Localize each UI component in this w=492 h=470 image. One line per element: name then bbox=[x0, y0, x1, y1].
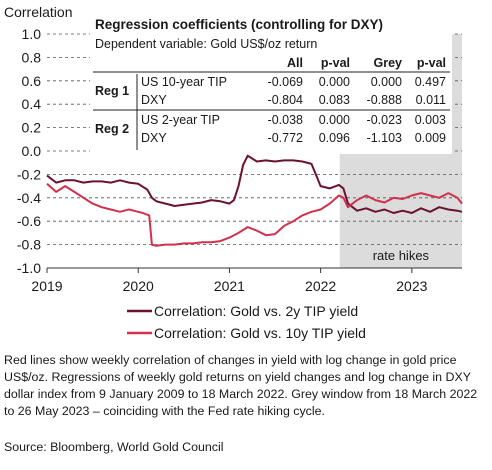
table-group-label: Reg 2 bbox=[95, 122, 129, 136]
table-title: Regression coefficients (controlling for… bbox=[95, 17, 383, 32]
y-tick-label: 0.6 bbox=[22, 73, 42, 89]
table-cell: -0.888 bbox=[367, 93, 402, 107]
table-variable-label: US 2-year TIP bbox=[141, 113, 220, 127]
x-axis: 2019 2020 2021 2022 2023 bbox=[31, 268, 428, 294]
x-tick-label: 2022 bbox=[305, 278, 336, 294]
shaded-region-label: rate hikes bbox=[373, 248, 430, 263]
table-cell: 0.000 bbox=[319, 75, 350, 89]
x-tick-label: 2021 bbox=[214, 278, 245, 294]
table-cell: 0.096 bbox=[319, 131, 350, 145]
table-group-label: Reg 1 bbox=[95, 84, 129, 98]
y-tick-label: -0.2 bbox=[17, 166, 41, 182]
legend: Correlation: Gold vs. 2y TIP yield Corre… bbox=[127, 303, 366, 341]
table-cell: -0.023 bbox=[367, 113, 402, 127]
table-header-cell: All bbox=[287, 56, 303, 70]
table-cell: -0.038 bbox=[268, 113, 303, 127]
gridlines bbox=[47, 33, 462, 269]
chart-caption: Red lines show weekly correlation of cha… bbox=[4, 353, 478, 418]
series-lines bbox=[46, 154, 463, 247]
y-tick-label: 0.0 bbox=[22, 143, 42, 159]
table-header-cell: p-val bbox=[321, 56, 350, 70]
table-header-cell: Grey bbox=[374, 56, 403, 70]
table-variable-label: DXY bbox=[141, 131, 167, 145]
table-subtitle: Dependent variable: Gold US$/oz return bbox=[95, 37, 317, 51]
table-cell: -0.772 bbox=[268, 131, 303, 145]
y-tick-label: 0.8 bbox=[22, 49, 42, 65]
table-variable-label: US 10-year TIP bbox=[141, 75, 227, 89]
series-line-2y-tip bbox=[46, 154, 463, 214]
table-cell: 0.497 bbox=[415, 75, 446, 89]
regression-table: Regression coefficients (controlling for… bbox=[90, 12, 452, 154]
table-cell: 0.009 bbox=[415, 131, 446, 145]
x-tick-label: 2019 bbox=[31, 278, 62, 294]
table-cell: 0.083 bbox=[319, 93, 350, 107]
y-tick-label: 0.2 bbox=[22, 120, 42, 136]
y-axis-label: Correlation bbox=[4, 4, 72, 20]
y-axis: 1.0 0.8 0.6 0.4 0.2 0.0 -0.2 -0.4 -0.6 -0.8 -1.0 bbox=[17, 26, 41, 276]
source-note: Source: Bloomberg, World Gold Council bbox=[4, 440, 224, 454]
table-cell: 0.003 bbox=[415, 113, 446, 127]
y-tick-label: -1.0 bbox=[17, 260, 41, 276]
x-tick-label: 2020 bbox=[123, 278, 154, 294]
y-tick-label: -0.8 bbox=[17, 237, 41, 253]
y-tick-label: -0.4 bbox=[17, 190, 41, 206]
table-cell: 0.000 bbox=[371, 75, 402, 89]
table-header-cell: p-val bbox=[417, 56, 446, 70]
legend-label-2y: Correlation: Gold vs. 2y TIP yield bbox=[154, 303, 358, 319]
table-background bbox=[90, 12, 452, 154]
y-tick-label: 0.4 bbox=[22, 96, 42, 112]
table-cell: 0.000 bbox=[319, 113, 350, 127]
table-body: Reg 1 US 10-year TIP -0.069 0.000 0.000 0.497… bbox=[93, 74, 450, 150]
table-cell: -0.069 bbox=[268, 75, 303, 89]
x-tick-label: 2023 bbox=[396, 278, 427, 294]
y-tick-label: 1.0 bbox=[22, 26, 42, 42]
correlation-chart: 1.0 0.8 0.6 0.4 0.2 0.0 -0.2 -0.4 -0.6 -0.8 -1.0 2… bbox=[4, 4, 463, 341]
legend-label-10y: Correlation: Gold vs. 10y TIP yield bbox=[154, 325, 366, 341]
y-tick-label: -0.6 bbox=[17, 213, 41, 229]
table-cell: 0.011 bbox=[416, 93, 446, 107]
table-cell: -0.804 bbox=[268, 93, 303, 107]
table-variable-label: DXY bbox=[141, 93, 167, 107]
series-line-10y-tip bbox=[46, 183, 463, 247]
table-header-row: All p-val Grey p-val bbox=[93, 56, 450, 73]
table-cell: -1.103 bbox=[367, 131, 402, 145]
